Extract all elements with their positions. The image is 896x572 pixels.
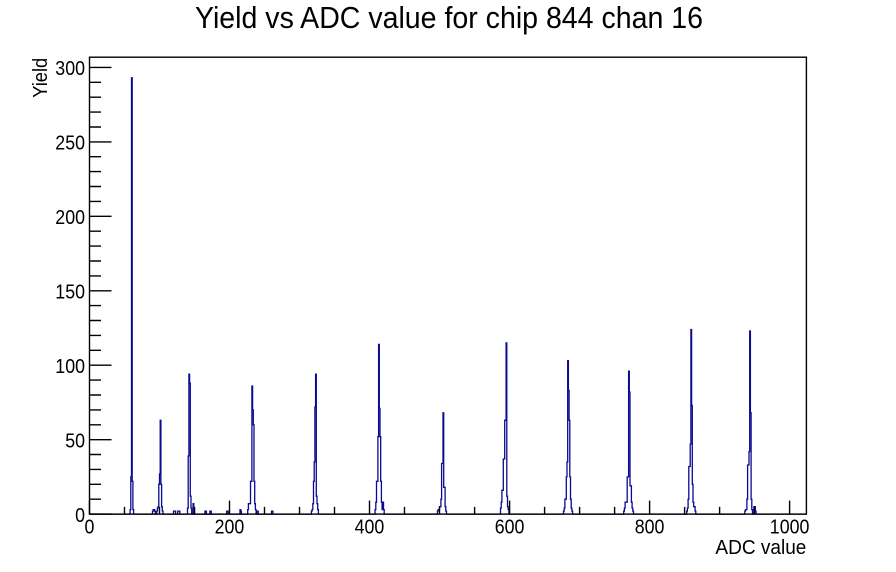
svg-text:0: 0 — [85, 515, 95, 538]
svg-text:ADC value: ADC value — [715, 536, 806, 559]
svg-text:300: 300 — [55, 57, 85, 80]
svg-text:100: 100 — [55, 355, 85, 378]
svg-text:600: 600 — [495, 515, 525, 538]
svg-text:250: 250 — [55, 132, 85, 155]
svg-text:800: 800 — [635, 515, 665, 538]
svg-text:400: 400 — [355, 515, 385, 538]
svg-text:Yield vs ADC value for chip 84: Yield vs ADC value for chip 844 chan 16 — [195, 0, 703, 35]
svg-text:50: 50 — [65, 429, 85, 452]
svg-text:Yield: Yield — [29, 58, 52, 98]
svg-text:0: 0 — [75, 504, 85, 527]
svg-text:200: 200 — [215, 515, 245, 538]
svg-text:200: 200 — [55, 206, 85, 229]
svg-text:1000: 1000 — [770, 515, 810, 538]
svg-text:150: 150 — [55, 280, 85, 303]
